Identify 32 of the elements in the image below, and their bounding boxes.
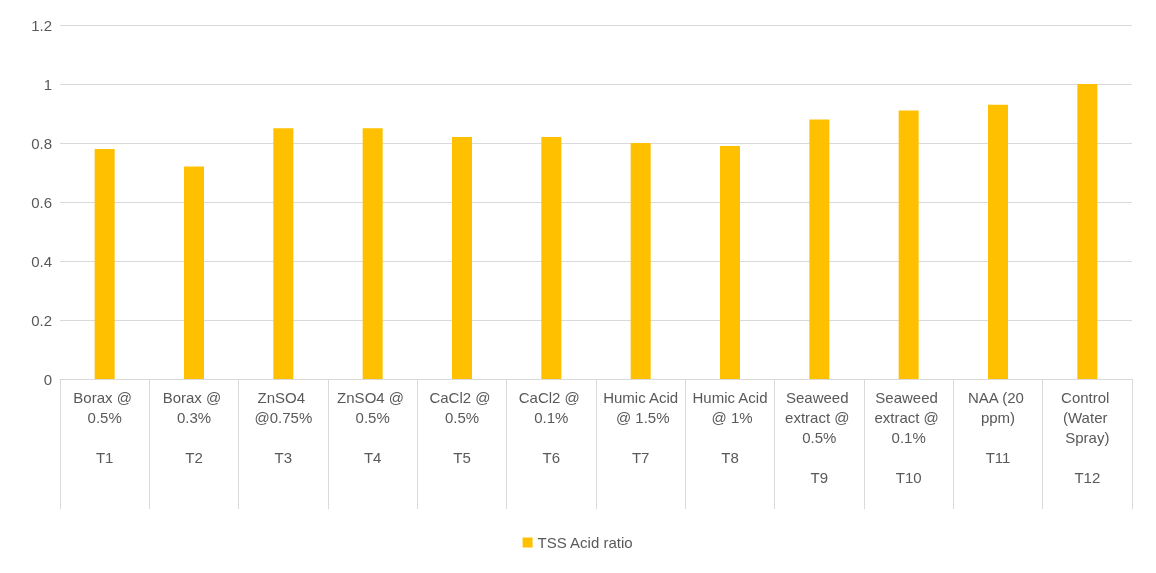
category-label: CaCl2 @ 0.1% T6 [518, 388, 580, 466]
bar [809, 119, 830, 379]
y-tick-label: 0.8 [31, 134, 52, 152]
bar [1077, 84, 1098, 379]
bar [94, 148, 115, 379]
category-label: Seaweed extract @ 0.1% T10 [874, 388, 939, 486]
category-label: Borax @ 0.5% T1 [73, 388, 132, 466]
y-tick-label: 1.2 [31, 16, 52, 34]
category-label: CaCl2 @ 0.5% T5 [429, 388, 491, 466]
y-tick-label: 0.2 [31, 311, 52, 329]
category-label: Borax @ 0.3% T2 [162, 388, 222, 466]
y-tick-label: 1 [43, 75, 52, 93]
bar [898, 110, 919, 379]
y-tick-label: 0.4 [31, 252, 52, 270]
category-label: Seaweed extract @ 0.5% T9 [785, 388, 850, 486]
category-label: NAA (20 ppm) T11 [967, 388, 1024, 466]
bar [362, 128, 383, 379]
bar [273, 128, 294, 379]
bar [988, 104, 1008, 379]
bar [452, 137, 472, 379]
category-label: Control (Water Spray) T12 [1061, 388, 1110, 486]
category-label: ZnSO4 @0.75% T3 [254, 388, 313, 466]
legend-label: TSS Acid ratio [537, 534, 633, 551]
category-label: Humic Acid @ 1% T8 [692, 388, 768, 466]
bar [630, 143, 651, 379]
y-tick-label: 0 [43, 370, 52, 388]
category-label: ZnSO4 @ 0.5% T4 [337, 388, 405, 466]
bar [184, 166, 204, 379]
bar [720, 145, 740, 379]
y-tick-label: 0.6 [31, 193, 52, 211]
bar [541, 137, 562, 379]
category-label: Humic Acid @ 1.5% T7 [603, 388, 679, 466]
